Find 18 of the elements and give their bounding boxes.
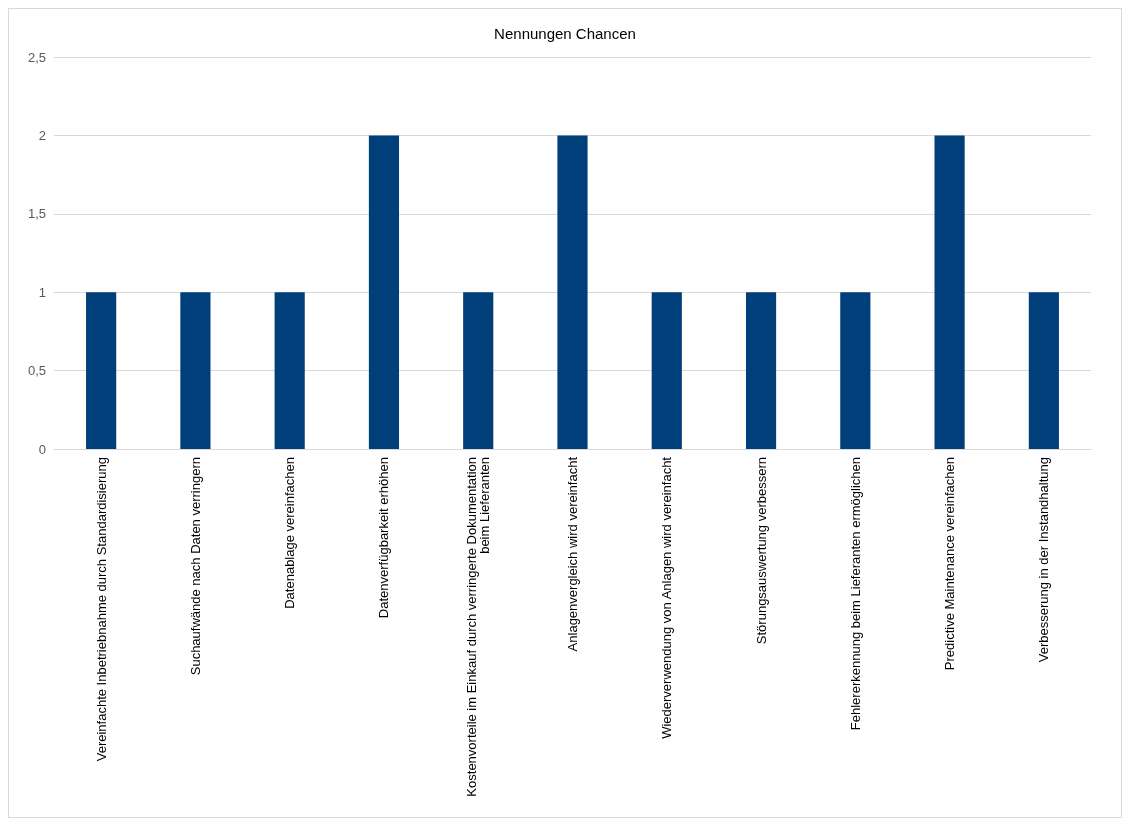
x-tick-label: Wiederverwendung von Anlagen wird vereinfacht bbox=[659, 456, 675, 739]
x-tick-label: Fehlererkennung beim Lieferanten ermöglichen bbox=[847, 457, 863, 731]
y-tick-label: 2 bbox=[38, 127, 46, 143]
y-tick-label: 0,5 bbox=[27, 363, 46, 379]
x-tick-label: Suchaufwände nach Daten verringern bbox=[187, 457, 203, 676]
y-tick-label: 0 bbox=[38, 441, 46, 457]
x-tick-label: Kostenvorteile im Einkauf durch verringerte Dokumentation beim Lieferanten bbox=[464, 457, 493, 797]
y-tick-label: 2,5 bbox=[27, 49, 46, 65]
x-tick-label: Anlagenvergleich wird vereinfacht bbox=[565, 456, 580, 652]
chart-title: Nennungen Chancen bbox=[494, 25, 636, 42]
x-tick-label: Datenverfügbarkeit erhöhen bbox=[376, 457, 392, 619]
y-tick-label: 1,5 bbox=[27, 206, 46, 222]
x-tick-label: Vereinfachte Inbetriebnahme durch Standardisierung bbox=[93, 457, 109, 762]
x-tick-label: Predictive Maintenance vereinfachen bbox=[942, 457, 958, 671]
y-tick-label: 1 bbox=[38, 284, 46, 300]
x-tick-label: Störungsauswertung verbessern bbox=[753, 457, 769, 645]
x-tick-label: Datenablage vereinfachen bbox=[282, 457, 298, 609]
x-tick-label: Verbesserung in der Instandhaltung bbox=[1036, 457, 1052, 663]
